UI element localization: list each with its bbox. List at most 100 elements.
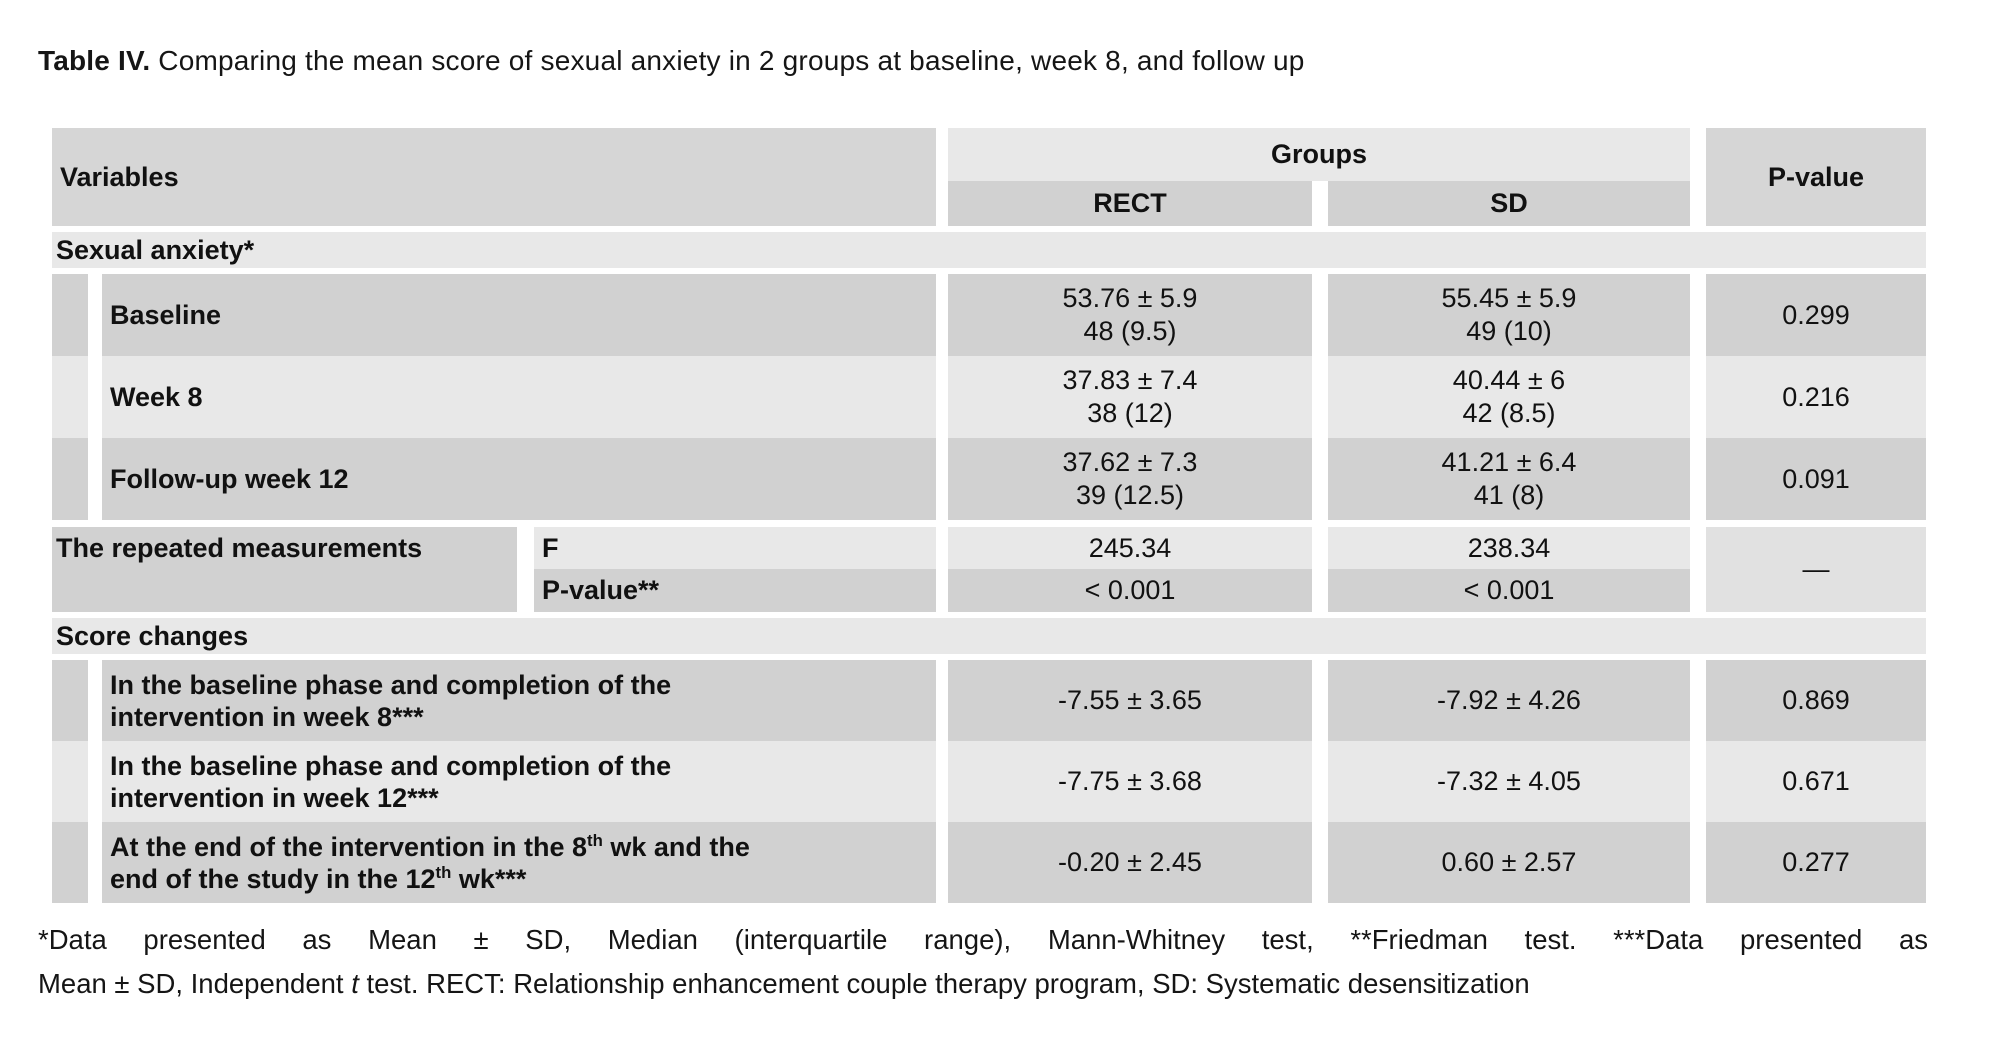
value-median-iqr: 38 (12) [1087,398,1173,428]
cell-week8-sd: 40.44 ± 6 42 (8.5) [1328,356,1690,438]
column-gap [936,660,948,741]
cell-sc3-p: 0.277 [1706,822,1926,903]
value-mean-sd: 53.76 ± 5.9 [1062,283,1198,313]
cell-baseline-p: 0.299 [1706,274,1926,356]
cell-f-rect: 245.34 [948,527,1312,569]
table-header-row: Variables Groups RECT SD P-value [52,128,1926,226]
table-row-score-change-end: At the end of the intervention in the 8t… [52,822,1926,903]
column-gap [1690,356,1706,438]
indent-strip [52,438,88,520]
row-label-week8: Week 8 [102,356,936,438]
column-gap [1312,822,1328,903]
indent-gap [88,822,102,903]
column-gap [1312,660,1328,741]
cell-pvalue-rect: < 0.001 [948,569,1312,612]
indent-strip [52,356,88,438]
column-gap [1690,128,1706,226]
value-median-iqr: 42 (8.5) [1462,398,1556,428]
sub-label-f: F [534,527,936,569]
column-gap [1690,741,1706,822]
indent-strip [52,822,88,903]
table-row-followup: Follow-up week 12 37.62 ± 7.3 39 (12.5) … [52,438,1926,520]
column-gap [936,822,948,903]
col-header-rect: RECT [948,181,1312,226]
italic-t: t [351,968,359,999]
value-mean-sd: 41.21 ± 6.4 [1441,447,1577,477]
indent-strip [52,274,88,356]
column-gap [517,527,534,612]
cell-week8-p: 0.216 [1706,356,1926,438]
column-gap [1312,741,1328,822]
column-gap [1690,438,1706,520]
column-gap [936,527,948,569]
column-gap [1690,660,1706,741]
value-median-iqr: 48 (9.5) [1083,316,1177,346]
row-label-score-change-end: At the end of the intervention in the 8t… [102,822,936,903]
column-gap [936,274,948,356]
cell-sc2-rect: -7.75 ± 3.68 [948,741,1312,822]
cell-pvalue-sd: < 0.001 [1328,569,1690,612]
footnote-line2: Mean ± SD, Independent t test. RECT: Rel… [38,968,1530,999]
section-row-sexual-anxiety: Sexual anxiety* [52,232,1926,268]
row-label-repeated-measurements: The repeated measurements [52,527,517,612]
cell-sc1-rect: -7.55 ± 3.65 [948,660,1312,741]
table-row-baseline: Baseline 53.76 ± 5.9 48 (9.5) 55.45 ± 5.… [52,274,1926,356]
value-median-iqr: 49 (10) [1466,316,1552,346]
table-footnote: *Data presented as Mean ± SD, Median (in… [38,918,1928,1006]
cell-followup-rect: 37.62 ± 7.3 39 (12.5) [948,438,1312,520]
section-row-score-changes: Score changes [52,618,1926,654]
cell-week8-rect: 37.83 ± 7.4 38 (12) [948,356,1312,438]
column-gap [1312,438,1328,520]
table-row-week8: Week 8 37.83 ± 7.4 38 (12) 40.44 ± 6 42 … [52,356,1926,438]
cell-sc1-p: 0.869 [1706,660,1926,741]
value-mean-sd: 55.45 ± 5.9 [1441,283,1577,313]
column-gap [936,438,948,520]
table-title: Table IV. Comparing the mean score of se… [38,44,1938,78]
value-median-iqr: 41 (8) [1473,480,1545,510]
superscript-th: th [587,830,603,850]
cell-followup-sd: 41.21 ± 6.4 41 (8) [1328,438,1690,520]
column-gap [936,356,948,438]
col-header-groups: Groups [948,128,1690,181]
indent-strip [52,660,88,741]
row-label-score-change-week12: In the baseline phase and completion of … [102,741,936,822]
row-label-baseline: Baseline [102,274,936,356]
column-gap [1312,274,1328,356]
cell-followup-p: 0.091 [1706,438,1926,520]
cell-repeated-p-dash: — [1706,527,1926,612]
column-gap [1312,181,1328,226]
row-label-score-change-week8: In the baseline phase and completion of … [102,660,936,741]
row-label-followup: Follow-up week 12 [102,438,936,520]
cell-sc3-rect: -0.20 ± 2.45 [948,822,1312,903]
column-gap [1312,356,1328,438]
cell-sc2-sd: -7.32 ± 4.05 [1328,741,1690,822]
column-gap [936,128,948,226]
indent-strip [52,741,88,822]
column-gap [936,741,948,822]
indent-gap [88,356,102,438]
column-gap [1690,822,1706,903]
table-row-repeated-measurements: The repeated measurements F 245.34 238.3… [52,527,1926,612]
indent-gap [88,274,102,356]
col-header-p-value: P-value [1706,128,1926,226]
indent-gap [88,438,102,520]
cell-baseline-rect: 53.76 ± 5.9 48 (9.5) [948,274,1312,356]
cell-sc3-sd: 0.60 ± 2.57 [1328,822,1690,903]
column-gap [1312,569,1328,612]
value-mean-sd: 37.83 ± 7.4 [1062,365,1198,395]
data-table: Variables Groups RECT SD P-value Sexual … [52,128,1926,903]
superscript-th: th [435,862,452,882]
table-number: Table IV. [38,45,151,76]
groups-header-block: Groups RECT SD [948,128,1690,226]
column-gap [1312,527,1328,569]
column-gap [1690,527,1706,612]
cell-sc2-p: 0.671 [1706,741,1926,822]
col-header-sd: SD [1328,181,1690,226]
value-mean-sd: 37.62 ± 7.3 [1062,447,1198,477]
cell-baseline-sd: 55.45 ± 5.9 49 (10) [1328,274,1690,356]
sub-label-p-value: P-value** [534,569,936,612]
indent-gap [88,741,102,822]
value-mean-sd: 40.44 ± 6 [1452,365,1566,395]
column-gap [936,569,948,612]
